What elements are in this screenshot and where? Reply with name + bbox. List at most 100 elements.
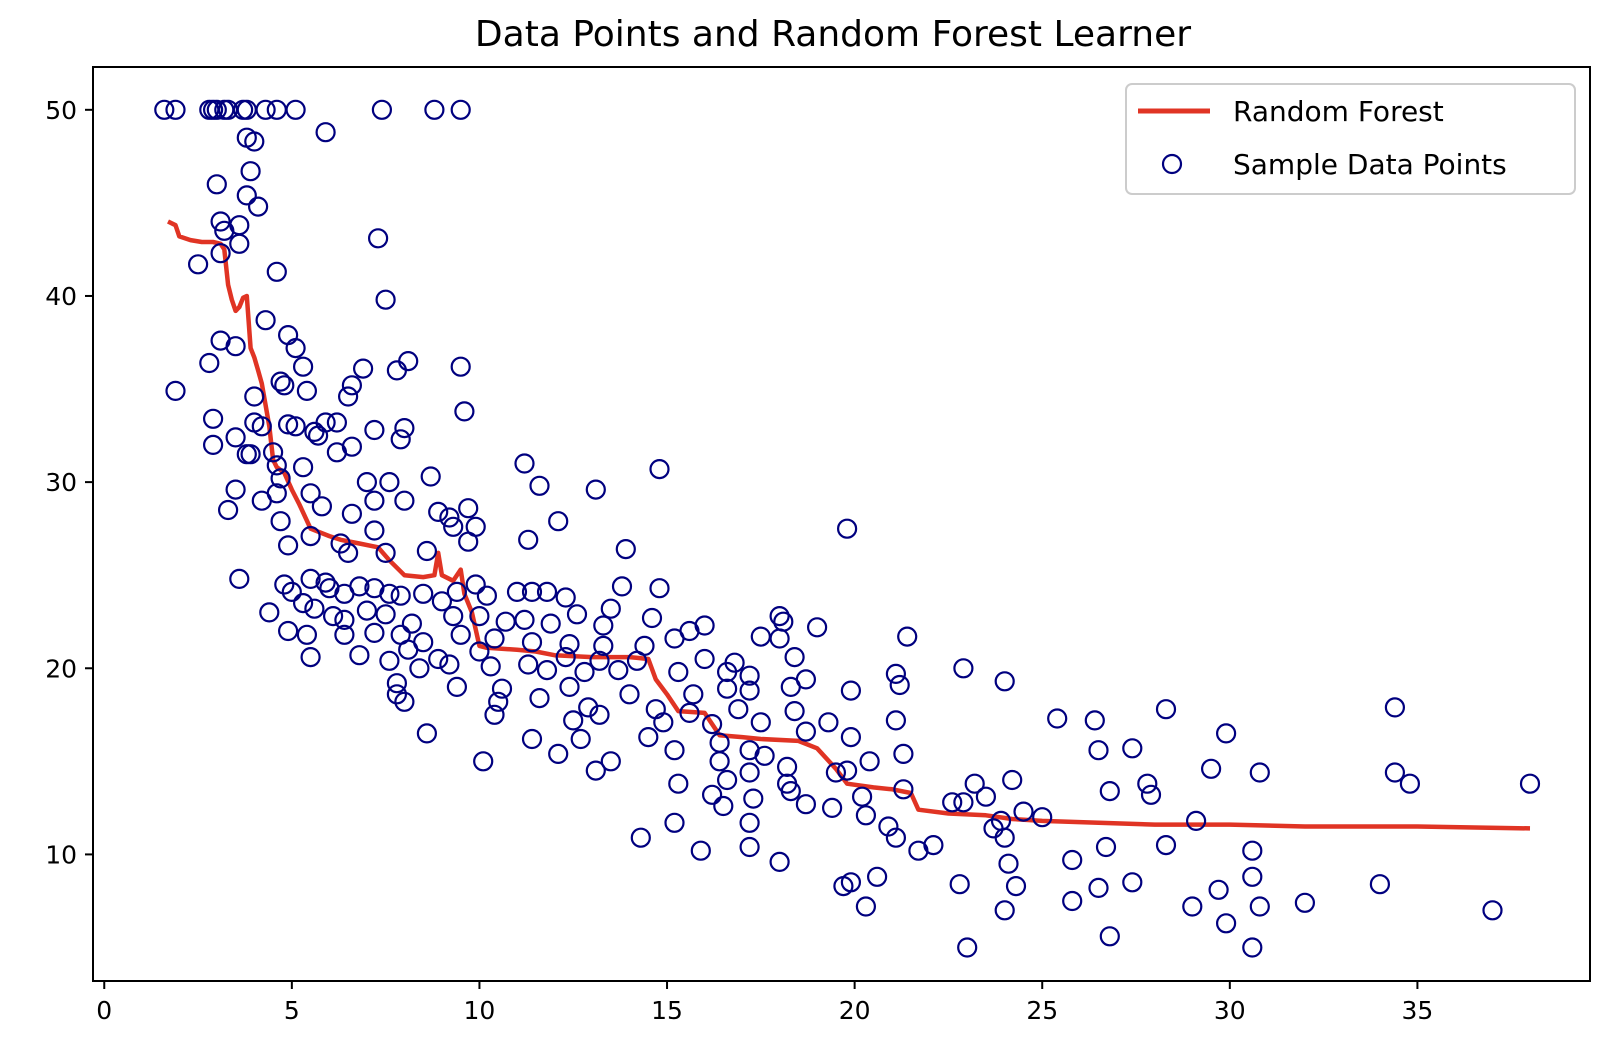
- data-point: [1155, 834, 1177, 856]
- data-point: [739, 680, 760, 701]
- data-point: [293, 356, 314, 377]
- data-point: [424, 99, 445, 120]
- data-point: [263, 442, 284, 463]
- data-point: [379, 650, 400, 671]
- data-point: [270, 511, 291, 532]
- data-point: [701, 713, 723, 735]
- data-point: [1519, 773, 1541, 794]
- data-point: [645, 699, 666, 720]
- data-point: [1249, 896, 1270, 917]
- data-point: [244, 386, 265, 407]
- data-point: [1122, 872, 1143, 893]
- data-point: [885, 710, 907, 731]
- data-point: [300, 483, 321, 504]
- plot-area: [154, 99, 1541, 958]
- data-point: [769, 851, 790, 873]
- data-point: [1095, 836, 1117, 858]
- data-point: [897, 626, 918, 647]
- data-point: [593, 615, 614, 636]
- data-point: [518, 529, 539, 550]
- data-point: [281, 581, 302, 603]
- data-point: [386, 684, 407, 705]
- data-point: [559, 633, 580, 655]
- data-point: [255, 310, 276, 331]
- data-point: [244, 131, 265, 152]
- data-point: [428, 501, 449, 522]
- data-point: [218, 499, 239, 521]
- data-point: [1047, 708, 1068, 729]
- data-point: [776, 756, 798, 778]
- y-tick-label: 50: [45, 96, 77, 125]
- data-point: [840, 680, 862, 701]
- data-point: [529, 475, 550, 496]
- data-point: [356, 472, 377, 493]
- data-point: [600, 598, 621, 619]
- data-point: [206, 99, 227, 120]
- data-point: [1137, 773, 1158, 794]
- y-tick-label: 20: [45, 654, 77, 683]
- data-point: [349, 576, 370, 597]
- data-point: [353, 358, 374, 379]
- data-point: [1384, 762, 1406, 783]
- data-point: [364, 419, 385, 441]
- data-point: [248, 196, 269, 217]
- data-point: [953, 658, 974, 679]
- data-point: [1482, 900, 1503, 921]
- data-point: [1242, 866, 1263, 887]
- data-point: [683, 684, 704, 705]
- data-point: [338, 386, 359, 407]
- data-point: [165, 380, 186, 401]
- data-point: [1242, 937, 1263, 958]
- data-point: [371, 99, 392, 120]
- data-point: [885, 663, 907, 685]
- data-point: [255, 99, 276, 120]
- data-point: [949, 874, 970, 895]
- data-point: [293, 457, 314, 478]
- data-point: [450, 624, 471, 645]
- data-point: [585, 760, 606, 781]
- data-point: [341, 436, 362, 457]
- data-point: [611, 576, 633, 597]
- data-point: [368, 228, 389, 249]
- data-point: [942, 792, 963, 813]
- data-point: [739, 836, 760, 858]
- data-point: [769, 605, 790, 627]
- data-point: [229, 233, 250, 254]
- y-tick-label: 40: [45, 282, 77, 311]
- data-point: [484, 628, 505, 649]
- data-point: [315, 572, 336, 593]
- data-point: [236, 444, 257, 465]
- data-point: [341, 503, 362, 524]
- data-point: [323, 605, 344, 627]
- data-point: [1140, 784, 1162, 805]
- data-point: [364, 490, 385, 511]
- data-point: [555, 587, 576, 608]
- random-forest-line: [167, 219, 1531, 831]
- data-point: [1242, 840, 1263, 861]
- data-point: [701, 784, 723, 805]
- y-tick-label: 30: [45, 468, 77, 497]
- data-point: [750, 712, 771, 733]
- data-point: [304, 421, 325, 442]
- plot-frame: [92, 66, 1591, 982]
- data-point: [555, 646, 576, 668]
- data-point: [716, 661, 738, 683]
- data-point: [225, 427, 246, 448]
- data-point: [398, 351, 419, 372]
- data-point: [626, 650, 648, 671]
- data-point: [398, 639, 419, 660]
- data-point: [521, 581, 543, 603]
- data-point: [641, 607, 663, 629]
- data-point: [664, 740, 685, 761]
- data-point: [630, 827, 651, 848]
- data-point: [1155, 699, 1177, 720]
- data-point: [326, 412, 347, 433]
- data-point: [304, 598, 325, 619]
- data-point: [375, 604, 396, 625]
- data-point: [784, 700, 805, 722]
- data-point: [375, 542, 396, 564]
- data-point: [450, 356, 471, 377]
- data-point: [893, 743, 914, 765]
- data-point: [1122, 738, 1143, 759]
- data-point: [210, 211, 231, 232]
